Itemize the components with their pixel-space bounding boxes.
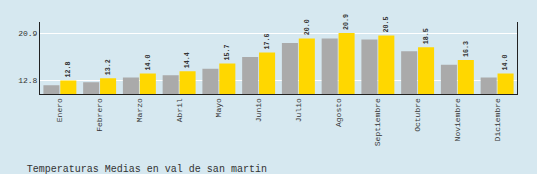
svg-text:Noviembre: Noviembre: [453, 98, 462, 141]
svg-text:13.2: 13.2: [104, 59, 112, 75]
svg-text:Mayo: Mayo: [214, 98, 223, 117]
svg-text:16.3: 16.3: [462, 41, 470, 57]
svg-text:20.0: 20.0: [303, 19, 311, 35]
svg-text:17.6: 17.6: [263, 33, 271, 49]
svg-text:Junio: Junio: [254, 98, 263, 122]
svg-text:15.7: 15.7: [223, 45, 231, 61]
svg-text:Abril: Abril: [175, 98, 184, 122]
svg-text:20.9: 20.9: [342, 14, 350, 30]
svg-text:Septiembre: Septiembre: [373, 98, 382, 146]
svg-text:Marzo: Marzo: [135, 98, 144, 122]
svg-text:14.0: 14.0: [501, 54, 509, 70]
svg-text:20.5: 20.5: [382, 16, 390, 32]
svg-text:Febrero: Febrero: [95, 98, 104, 132]
svg-text:12.8: 12.8: [18, 76, 37, 85]
svg-text:Enero: Enero: [55, 98, 64, 122]
svg-text:14.4: 14.4: [183, 52, 191, 68]
svg-text:Diciembre: Diciembre: [493, 98, 502, 141]
svg-text:18.5: 18.5: [422, 28, 430, 44]
svg-text:14.0: 14.0: [144, 54, 152, 70]
svg-text:Julio: Julio: [294, 98, 303, 122]
svg-text:Temperaturas Medias en val de: Temperaturas Medias en val de san martin: [27, 164, 267, 174]
svg-text:Octubre: Octubre: [413, 98, 422, 132]
svg-text:12.8: 12.8: [64, 62, 72, 78]
svg-text:20.9: 20.9: [18, 29, 37, 38]
svg-text:Agosto: Agosto: [334, 98, 343, 127]
